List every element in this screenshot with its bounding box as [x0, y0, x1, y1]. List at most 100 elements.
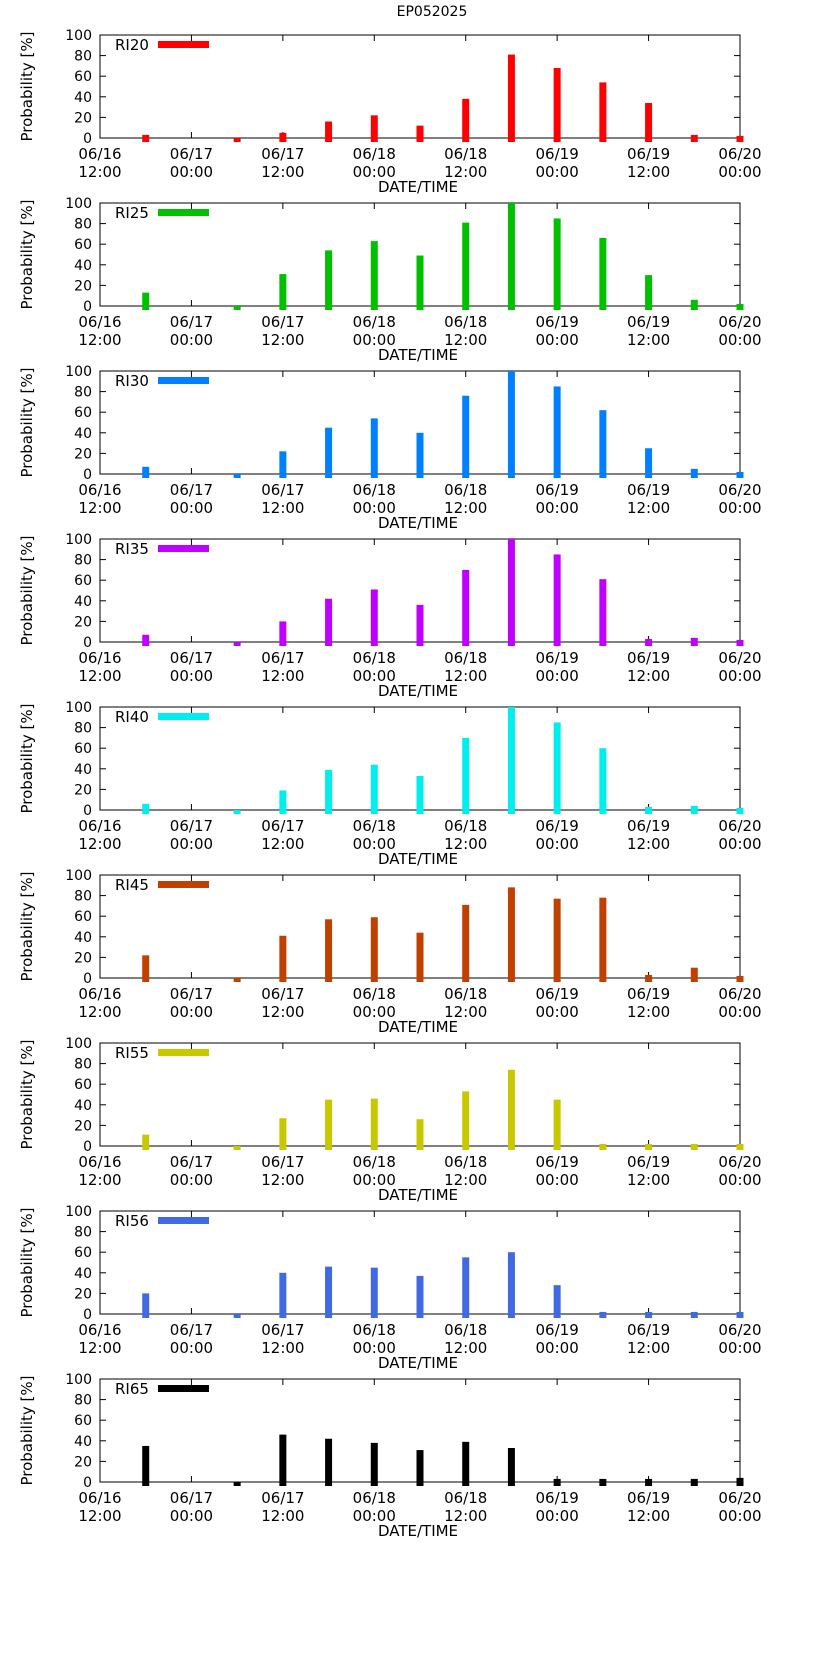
x-axis-label: DATE/TIME	[378, 1522, 458, 1540]
bar-ri40-9	[599, 748, 607, 814]
x-tick-time-label: 00:00	[718, 1507, 761, 1525]
bar-ri45-0	[142, 955, 150, 982]
x-tick-time-label: 00:00	[536, 1171, 579, 1189]
bar-ri35-3	[325, 598, 333, 646]
y-tick-label: 80	[74, 1393, 92, 1409]
bar-ri20-4	[370, 115, 378, 142]
panel-ri25: 02040608010006/1612:0006/1700:0006/1712:…	[18, 196, 762, 364]
x-tick-time-label: 12:00	[261, 1339, 304, 1357]
bar-ri55-11	[690, 1143, 698, 1150]
x-tick-date-label: 06/16	[78, 145, 121, 163]
x-tick-date-label: 06/18	[444, 1153, 487, 1171]
y-axis-label: Probability [%]	[18, 1207, 36, 1317]
x-tick-time-label: 12:00	[444, 163, 487, 181]
y-tick-label: 40	[74, 258, 92, 274]
x-tick-time-label: 00:00	[536, 331, 579, 349]
y-tick-label: 0	[83, 1307, 92, 1323]
bar-ri56-9	[599, 1311, 607, 1318]
x-tick-date-label: 06/16	[78, 817, 121, 835]
x-tick-time-label: 00:00	[170, 667, 213, 685]
bar-ri20-11	[690, 134, 698, 142]
legend-label: RI45	[115, 876, 149, 894]
x-tick-date-label: 06/18	[444, 313, 487, 331]
legend-swatch	[158, 1049, 209, 1056]
y-tick-label: 100	[65, 1204, 92, 1220]
x-tick-time-label: 12:00	[627, 667, 670, 685]
bar-ri40-7	[507, 707, 515, 814]
bar-ri56-8	[553, 1285, 561, 1318]
x-tick-date-label: 06/19	[627, 985, 670, 1003]
x-tick-date-label: 06/20	[718, 145, 761, 163]
panel-ri30: 02040608010006/1612:0006/1700:0006/1712:…	[18, 364, 762, 532]
legend-label: RI20	[115, 36, 149, 54]
x-tick-time-label: 12:00	[261, 667, 304, 685]
x-tick-date-label: 06/19	[627, 817, 670, 835]
x-tick-date-label: 06/19	[536, 985, 579, 1003]
bar-ri30-8	[553, 386, 561, 478]
bar-ri65-8	[553, 1478, 561, 1486]
legend-swatch	[158, 1385, 209, 1392]
x-tick-date-label: 06/18	[353, 1489, 396, 1507]
bar-ri35-9	[599, 579, 607, 646]
bar-ri40-3	[325, 769, 333, 814]
chart-title: EP052025	[397, 4, 468, 20]
y-tick-label: 60	[74, 1077, 92, 1093]
bar-ri56-3	[325, 1266, 333, 1318]
x-tick-date-label: 06/18	[353, 649, 396, 667]
bar-ri55-2	[279, 1118, 287, 1150]
x-tick-time-label: 12:00	[78, 331, 121, 349]
x-tick-date-label: 06/18	[353, 985, 396, 1003]
y-tick-label: 0	[83, 467, 92, 483]
y-tick-label: 100	[65, 28, 92, 44]
x-tick-date-label: 06/18	[444, 649, 487, 667]
bar-ri55-5	[416, 1119, 424, 1150]
x-tick-time-label: 12:00	[444, 499, 487, 517]
bar-ri55-0	[142, 1134, 150, 1150]
x-tick-date-label: 06/18	[353, 145, 396, 163]
bar-ri56-6	[462, 1257, 470, 1318]
y-tick-label: 40	[74, 1266, 92, 1282]
bar-ri45-11	[690, 967, 698, 982]
legend-swatch	[158, 41, 209, 48]
bar-ri45-1	[233, 978, 241, 982]
bar-ri25-1	[233, 306, 241, 310]
bar-ri45-3	[325, 919, 333, 982]
x-tick-date-label: 06/19	[627, 649, 670, 667]
x-tick-date-label: 06/18	[444, 985, 487, 1003]
x-tick-time-label: 12:00	[627, 1339, 670, 1357]
x-tick-time-label: 00:00	[536, 1507, 579, 1525]
x-tick-time-label: 12:00	[78, 1507, 121, 1525]
bar-ri65-0	[142, 1445, 150, 1486]
bar-ri20-6	[462, 98, 470, 142]
legend-label: RI25	[115, 204, 149, 222]
x-tick-date-label: 06/18	[444, 145, 487, 163]
bar-ri55-9	[599, 1143, 607, 1150]
x-tick-time-label: 12:00	[261, 499, 304, 517]
bar-ri65-7	[507, 1448, 515, 1486]
bar-ri35-6	[462, 569, 470, 646]
y-tick-label: 80	[74, 721, 92, 737]
bar-ri20-1	[233, 138, 241, 142]
bar-ri20-12	[736, 135, 744, 142]
y-tick-label: 100	[65, 868, 92, 884]
y-tick-label: 40	[74, 930, 92, 946]
panel-ri35: 02040608010006/1612:0006/1700:0006/1712:…	[18, 532, 762, 700]
x-tick-time-label: 12:00	[78, 667, 121, 685]
y-tick-label: 40	[74, 594, 92, 610]
x-tick-date-label: 06/17	[170, 1153, 213, 1171]
x-tick-time-label: 12:00	[444, 331, 487, 349]
bar-ri40-10	[645, 806, 653, 814]
x-tick-time-label: 00:00	[353, 1339, 396, 1357]
x-tick-time-label: 00:00	[353, 331, 396, 349]
x-tick-date-label: 06/19	[627, 481, 670, 499]
y-axis-label: Probability [%]	[18, 31, 36, 141]
x-tick-date-label: 06/18	[353, 313, 396, 331]
x-tick-time-label: 00:00	[353, 499, 396, 517]
x-tick-time-label: 00:00	[718, 1003, 761, 1021]
x-tick-date-label: 06/17	[170, 817, 213, 835]
y-tick-label: 100	[65, 532, 92, 548]
bar-ri35-1	[233, 642, 241, 646]
bar-ri55-1	[233, 1146, 241, 1150]
x-axis-label: DATE/TIME	[378, 1354, 458, 1372]
x-tick-date-label: 06/17	[261, 817, 304, 835]
